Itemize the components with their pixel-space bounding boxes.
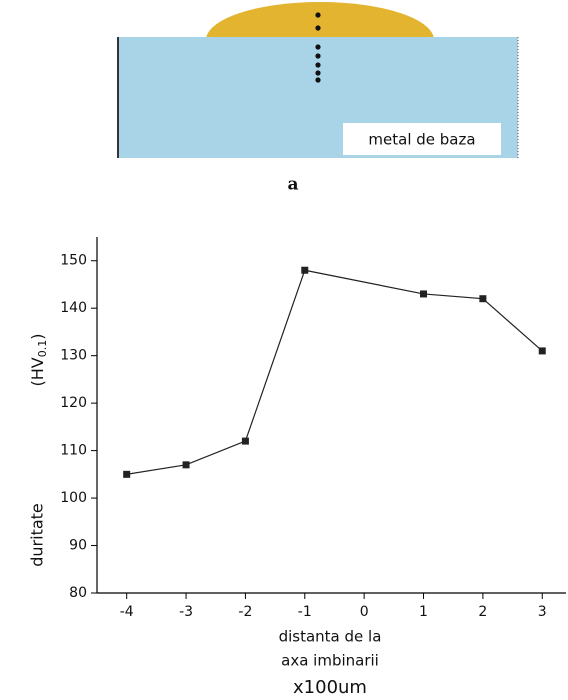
x-tick-label: 3 (538, 604, 547, 620)
x-tick-label: 0 (360, 604, 369, 620)
data-point (538, 347, 546, 355)
y-tick-label: 140 (60, 300, 87, 316)
weld-diagram: metal de baza a (117, 2, 519, 195)
x-tick-label: -1 (298, 604, 312, 620)
y-tick-label: 80 (69, 585, 87, 601)
data-point (420, 290, 428, 298)
y-tick-label: 120 (60, 395, 87, 411)
x-tick-label: 2 (478, 604, 487, 620)
y-tick-label: 90 (69, 538, 87, 554)
indent-points (315, 12, 321, 83)
x-label: distanta de la (279, 628, 382, 646)
y-tick-label: 150 (60, 253, 87, 269)
y-label: duritate (28, 503, 47, 567)
y-unit: (HV0.1) (28, 334, 50, 387)
caption: a (287, 175, 298, 195)
x-unit: x100um (293, 677, 367, 698)
data-point (123, 470, 131, 478)
y-unit-part: (HV (28, 357, 47, 386)
x-tick-label: 1 (419, 604, 428, 620)
y-tick-label: 110 (60, 443, 87, 459)
y-unit-part: ) (28, 334, 47, 340)
x-tick-label: -4 (120, 604, 134, 620)
diagram-label: metal de baza (368, 131, 475, 149)
data-point (182, 461, 190, 469)
data-point (241, 437, 249, 445)
x-label: axa imbinarii (281, 652, 379, 670)
data-point (479, 295, 487, 303)
x-tick-label: -3 (179, 604, 193, 620)
label-box (343, 123, 501, 155)
y-unit-sub: 0.1 (36, 340, 49, 358)
data-point (301, 266, 309, 274)
y-tick-label: 100 (60, 490, 87, 506)
x-tick-label: -2 (238, 604, 252, 620)
y-tick-label: 130 (60, 348, 87, 364)
